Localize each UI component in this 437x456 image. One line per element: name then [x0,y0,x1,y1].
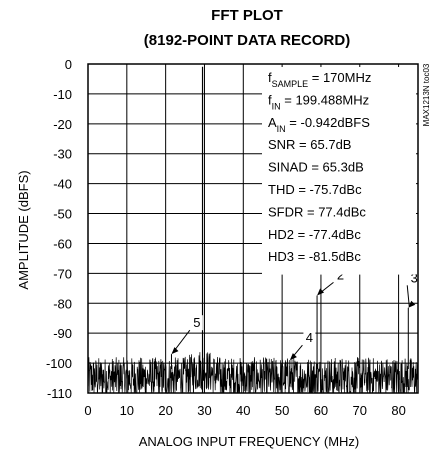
annotation-line: AIN = -0.942dBFS [268,115,370,134]
x-tick-label: 40 [236,403,250,418]
spur-2-label: 2 [337,267,344,282]
y-tick-label: -50 [53,207,72,222]
x-tick-label: 0 [84,403,91,418]
x-tick-label: 30 [197,403,211,418]
spur-5-label: 5 [193,315,200,330]
x-axis-ticks: 0 10 20 30 40 50 60 70 80 [84,403,405,418]
annotation-main: THD = -75.7dBc [268,182,362,197]
spur-3-leader [406,285,410,307]
y-tick-label: -70 [53,266,72,281]
x-tick-label: 20 [158,403,172,418]
noise-floor-trace [87,352,419,395]
x-axis-label: ANALOG INPUT FREQUENCY (MHz) [139,434,360,449]
y-tick-label: -30 [53,147,72,162]
y-tick-label: 0 [65,57,72,72]
plot-frame [87,63,419,394]
annotation-line: fIN = 199.488MHz [268,92,369,111]
annotation-main: HD3 = -81.5dBc [268,249,361,264]
side-label: MAX1213N toc03 [422,63,431,126]
annotation-background [262,67,416,275]
annotation-main: HD2 = -77.4dBc [268,227,361,242]
noise-trace [87,352,419,395]
spur-5-label-bg [190,315,203,331]
x-tick-label: 10 [120,403,134,418]
annotation-main: A [268,115,277,130]
spur-4-arrow [289,353,297,361]
chart-title-line-1: FFT PLOT [211,7,283,24]
annotation-line: HD3 = -81.5dBc [268,249,361,264]
spur-4-label-bg [303,330,316,346]
y-tick-label: -60 [53,236,72,251]
annotation-main: SNR = 65.7dB [268,137,351,152]
annotation-line: SINAD = 65.3dB [268,160,364,175]
y-tick-label: -80 [53,296,72,311]
annotation-main: f [268,92,272,107]
y-axis-ticks: 0 -10 -20 -30 -40 -50 -60 -70 -80 -90 -100 -110 [46,57,72,401]
annotation-rest: = 170MHz [308,70,371,85]
x-tick-label: 60 [314,403,328,418]
annotation-rest: = -0.942dBFS [286,115,371,130]
spectral-peaks: 2 3 4 5 [170,66,421,393]
spur-5-arrow [171,347,179,355]
spur-2-arrow [317,288,325,296]
annotation-sub: IN [272,101,281,111]
annotation-line: SNR = 65.7dB [268,137,351,152]
y-tick-label: -90 [53,326,72,341]
annotation-sub: IN [277,124,286,134]
x-tick-label: 70 [353,403,367,418]
y-tick-label: -20 [53,117,72,132]
annotation-line: SFDR = 77.4dBc [268,204,366,219]
x-tick-label: 50 [275,403,289,418]
spur-3-label: 3 [411,270,418,285]
y-axis-label: AMPLITUDE (dBFS) [16,170,31,289]
spur-4-label: 4 [306,330,313,345]
annotation-line: HD2 = -77.4dBc [268,227,361,242]
spur-3-arrow [408,300,416,308]
annotation-main: SINAD = 65.3dB [268,160,364,175]
chart-title: FFT PLOT (8192-POINT DATA RECORD) [144,7,350,49]
y-tick-label: -10 [53,87,72,102]
x-tick-label: 80 [391,403,405,418]
annotation-line: THD = -75.7dBc [268,182,362,197]
annotation-main: f [268,70,272,85]
chart-title-line-2: (8192-POINT DATA RECORD) [144,32,350,49]
y-tick-label: -110 [47,386,72,401]
y-tick-label: -100 [46,356,72,371]
annotation-rest: = 199.488MHz [281,92,370,107]
y-tick-label: -40 [53,177,72,192]
annotation-line: fSAMPLE = 170MHz [268,70,371,89]
annotation-main: SFDR = 77.4dBc [268,204,366,219]
annotation-sub: SAMPLE [272,79,309,89]
